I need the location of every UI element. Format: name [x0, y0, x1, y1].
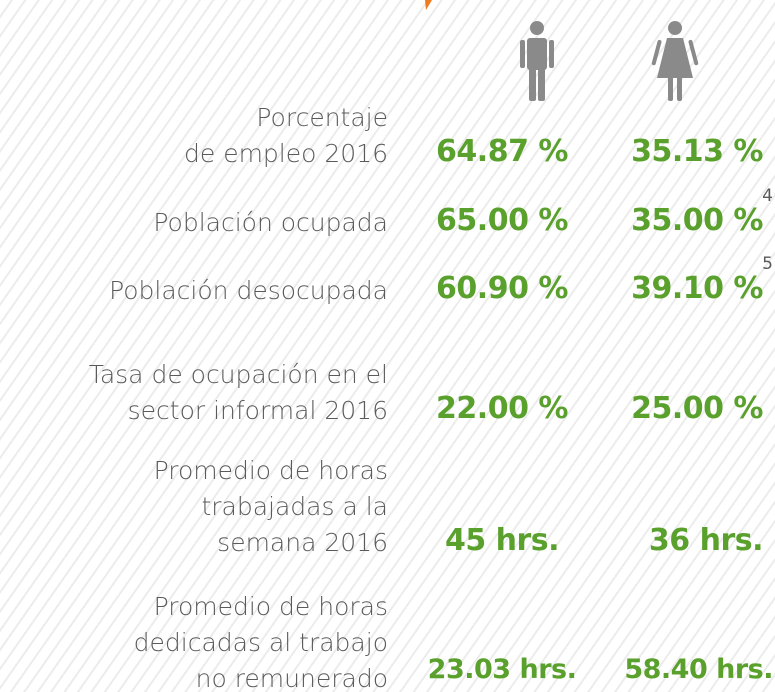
men-value: 23.03 hrs. [427, 654, 577, 685]
row-label: Promedio de horas [153, 456, 388, 485]
row-label: Población desocupada [109, 276, 388, 305]
row-label: no remunerado [195, 664, 388, 692]
women-value: 25.00 % [631, 391, 763, 426]
row-label: semana 2016 [217, 528, 388, 557]
women-value: 58.40 hrs. [624, 654, 773, 685]
women-value: 39.10 % [631, 271, 763, 306]
row-label: Población ocupada [153, 208, 388, 237]
row-label: Porcentaje [256, 103, 388, 132]
row-label: Tasa de ocupación en el [88, 360, 388, 389]
row-label: sector informal 2016 [127, 396, 388, 425]
footnote: 4 [762, 186, 773, 206]
women-value: 35.00 % [631, 203, 763, 238]
footnote: 5 [762, 254, 773, 274]
men-value: 60.90 % [436, 271, 568, 306]
row-label: de empleo 2016 [184, 139, 388, 168]
woman-icon [651, 21, 699, 101]
men-value: 65.00 % [436, 203, 568, 238]
men-value: 22.00 % [436, 391, 568, 426]
title-fragment [425, 0, 432, 10]
women-value: 35.13 % [631, 134, 763, 169]
row-label: trabajadas a la [201, 492, 388, 521]
row-label: dedicadas al trabajo [133, 628, 388, 657]
women-value: 36 hrs. [648, 523, 764, 558]
man-icon [520, 21, 554, 101]
men-value: 45 hrs. [444, 523, 560, 558]
men-value: 64.87 % [436, 134, 568, 169]
row-label: Promedio de horas [153, 592, 388, 621]
